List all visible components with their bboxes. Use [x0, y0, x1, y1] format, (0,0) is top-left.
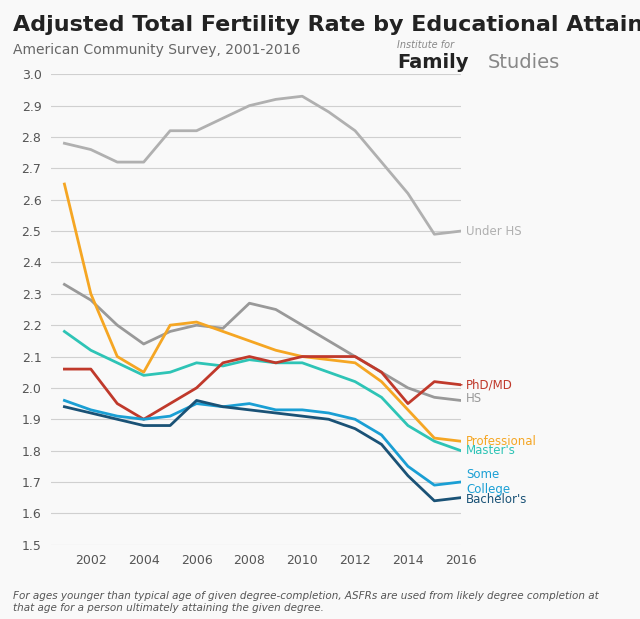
Text: For ages younger than typical age of given degree-completion, ASFRs are used fro: For ages younger than typical age of giv…: [13, 591, 598, 613]
Text: Master's: Master's: [466, 444, 516, 457]
Text: Adjusted Total Fertility Rate by Educational Attainment: Adjusted Total Fertility Rate by Educati…: [13, 15, 640, 35]
Text: Studies: Studies: [488, 53, 560, 72]
Text: American Community Survey, 2001-2016: American Community Survey, 2001-2016: [13, 43, 300, 58]
Text: Under HS: Under HS: [466, 225, 522, 238]
Text: Bachelor's: Bachelor's: [466, 493, 527, 506]
Text: Professional: Professional: [466, 435, 537, 448]
Text: Family: Family: [397, 53, 468, 72]
Text: Some
College: Some College: [466, 468, 510, 496]
Text: Institute for: Institute for: [397, 40, 454, 62]
Text: PhD/MD: PhD/MD: [466, 378, 513, 391]
Text: HS: HS: [466, 392, 482, 405]
